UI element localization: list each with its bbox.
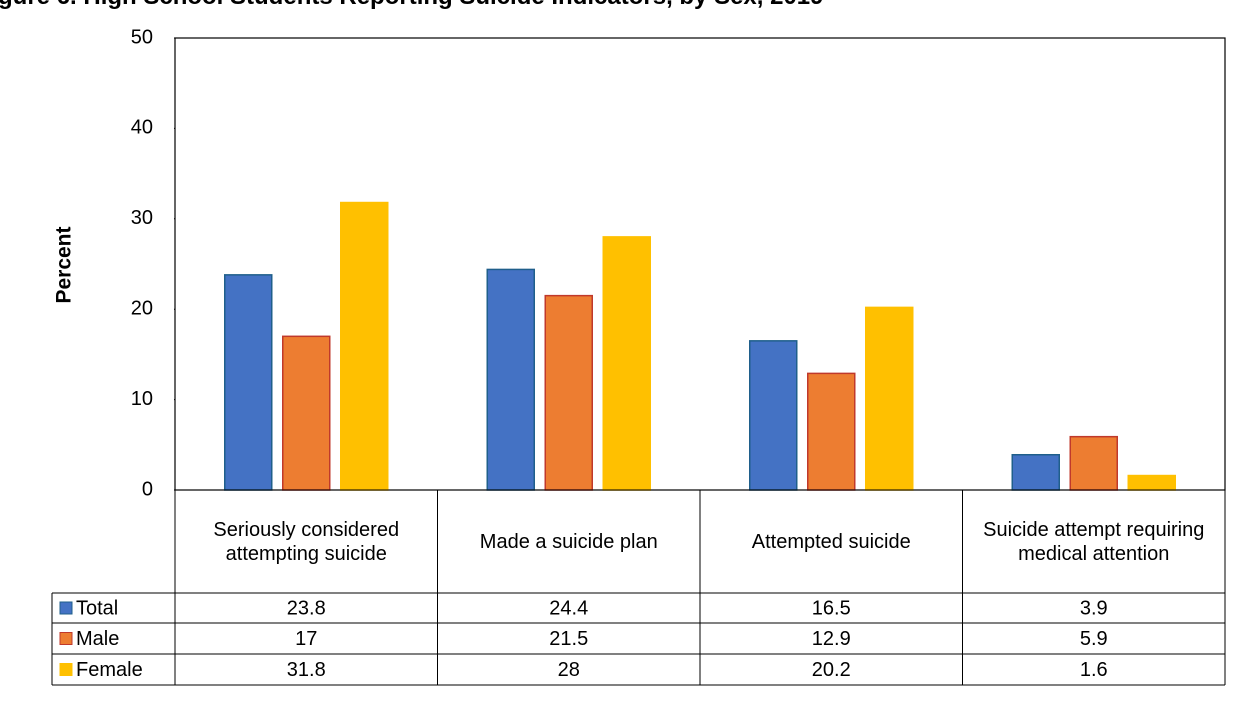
legend-label: Female [76,659,143,681]
y-axis-label: Percent [53,226,76,303]
bar [282,335,331,491]
bar [544,294,593,491]
chart-title: gure 6. High School Students Reporting S… [0,0,824,11]
category-label: Made a suicide plan [479,530,658,553]
table-value: 28 [558,659,580,681]
table-value: 3.9 [1080,597,1108,619]
y-tick-label: 0 [142,478,153,500]
bar [749,340,798,491]
table-value: 17 [295,628,317,650]
table-value: 24.4 [549,597,588,619]
table-value: 12.9 [812,628,851,650]
bar [602,236,651,491]
bar [1011,453,1060,491]
legend-label: Male [76,628,119,650]
bar [807,372,856,491]
table-value: 31.8 [287,659,326,681]
y-tick-label: 30 [131,207,153,229]
legend-swatch [59,663,73,676]
table-value: 23.8 [287,597,326,619]
bar [486,268,535,491]
y-tick-label: 50 [131,26,153,48]
plot-frame [174,37,1226,491]
bar [1127,474,1176,491]
legend-swatch [59,632,73,645]
y-tick-label: 20 [131,297,153,319]
legend-swatch [59,601,73,615]
category-label: Seriously considered attempting suicide [213,518,400,565]
table-value: 5.9 [1080,628,1108,650]
bar [340,201,389,491]
category-label: Attempted suicide [751,530,911,553]
table-value: 16.5 [812,597,851,619]
bar [224,274,273,491]
y-tick-label: 10 [131,388,153,410]
bar [1069,435,1118,491]
bar [865,306,914,491]
table-value: 1.6 [1080,659,1108,681]
y-tick-label: 40 [131,117,153,139]
category-label: Suicide attempt requiring medical attent… [983,518,1205,565]
legend-label: Total [76,597,118,619]
table-value: 20.2 [812,659,851,681]
table-value: 21.5 [549,628,588,650]
